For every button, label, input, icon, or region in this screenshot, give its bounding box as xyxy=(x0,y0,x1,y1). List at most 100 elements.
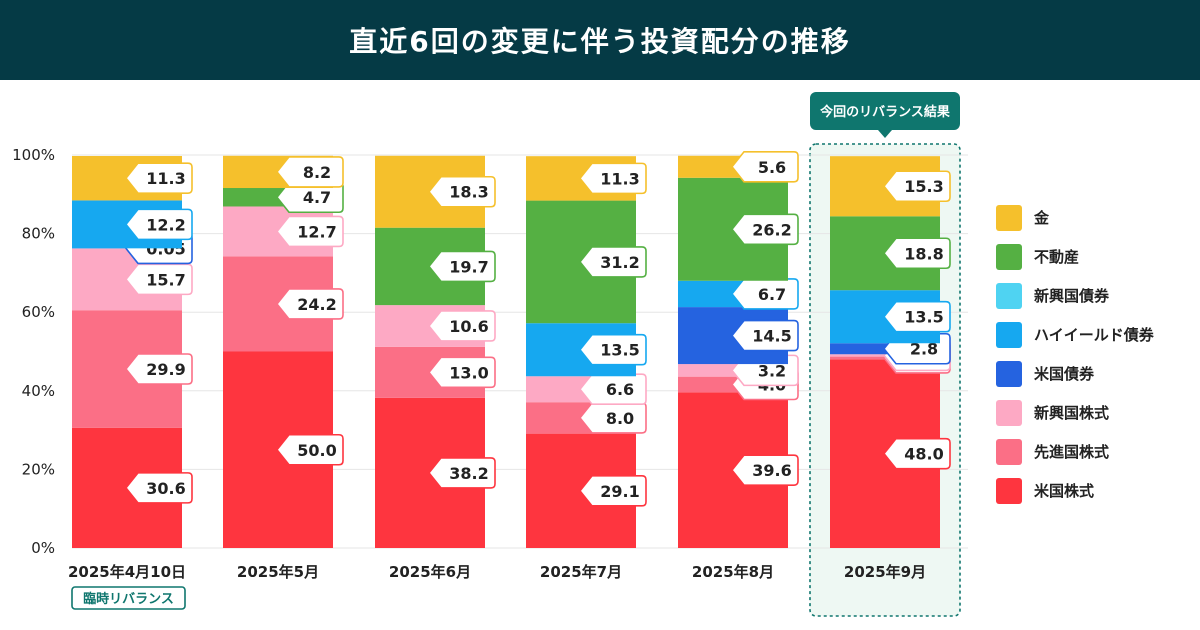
data-label-tag xyxy=(427,310,496,342)
data-label-tag xyxy=(124,472,193,504)
badge-text: 臨時リバランス xyxy=(83,591,174,607)
data-label-text: 38.2 xyxy=(449,464,488,483)
data-label-tag xyxy=(882,170,951,203)
callout-box xyxy=(810,92,960,130)
data-label-tag xyxy=(124,353,193,385)
data-label-text: 15.7 xyxy=(146,270,185,289)
data-label: 26.2 xyxy=(730,213,799,246)
data-label-tag xyxy=(427,457,496,489)
data-label-text: 18.3 xyxy=(449,183,488,202)
data-label: 8.0 xyxy=(578,402,647,434)
data-label-text: 11.3 xyxy=(146,169,185,188)
data-label-tag xyxy=(275,156,344,188)
data-label: 6.7 xyxy=(730,278,799,310)
legend-label: 不動産 xyxy=(1034,248,1080,266)
data-label-text: 18.8 xyxy=(904,244,943,263)
data-label-text: 13.5 xyxy=(600,341,639,360)
data-label-tag xyxy=(578,162,647,195)
y-tick-label: 100% xyxy=(12,146,55,164)
data-label: 29.1 xyxy=(578,475,647,507)
callout-pointer xyxy=(878,130,892,138)
legend-swatch xyxy=(996,360,1022,387)
data-label-text: 15.3 xyxy=(904,177,943,196)
legend-label: 米国株式 xyxy=(1034,482,1095,500)
data-label-text: 13.5 xyxy=(904,308,943,327)
legend-label: 新興国債券 xyxy=(1034,287,1110,305)
data-label-text: 26.2 xyxy=(752,220,791,239)
legend-item: ハイイールド債券 xyxy=(996,315,1154,354)
data-label-tag xyxy=(882,437,951,470)
data-label-tag xyxy=(730,454,799,486)
callout-text: 今回のリバランス結果 xyxy=(819,104,950,120)
data-label-text: 6.6 xyxy=(606,380,634,399)
data-label-tag xyxy=(275,433,344,466)
data-label-text: 14.5 xyxy=(752,327,791,346)
legend-swatch xyxy=(996,204,1022,231)
y-tick-label: 20% xyxy=(22,460,55,478)
legend-swatch xyxy=(996,399,1022,426)
data-label-tag xyxy=(124,208,193,241)
legend-swatch xyxy=(996,438,1022,465)
data-label: 24.2 xyxy=(275,288,344,320)
data-label: 15.3 xyxy=(882,170,951,203)
data-label-text: 48.0 xyxy=(904,445,943,464)
legend-label: 金 xyxy=(1034,209,1050,227)
data-label: 18.8 xyxy=(882,237,951,270)
data-label-text: 10.6 xyxy=(449,317,488,336)
data-label-text: 8.2 xyxy=(303,163,331,182)
legend-label: 新興国株式 xyxy=(1034,404,1110,422)
data-label-tag xyxy=(882,237,951,270)
legend-item: 不動産 xyxy=(996,237,1154,276)
stacked-bar-chart: 0%20%40%60%80%100%30.629.915.70.0512.211… xyxy=(12,92,968,617)
data-label-text: 39.6 xyxy=(752,461,791,480)
x-tick-label: 2025年6月 xyxy=(389,563,471,581)
data-label-tag xyxy=(124,263,193,296)
data-label-text: 31.2 xyxy=(600,253,639,272)
data-label-text: 30.6 xyxy=(146,479,185,498)
data-label-tag xyxy=(578,373,647,406)
legend-item: 米国株式 xyxy=(996,471,1154,510)
data-label-tag xyxy=(882,300,951,333)
data-label-text: 8.0 xyxy=(606,409,634,428)
data-label-text: 12.7 xyxy=(297,222,336,241)
data-label-text: 24.2 xyxy=(297,295,336,314)
badge-box xyxy=(71,586,186,610)
data-label-tag xyxy=(275,215,344,248)
data-label: 5.6 xyxy=(730,150,799,183)
legend-item: 米国債券 xyxy=(996,354,1154,393)
legend-item: 金 xyxy=(996,198,1154,237)
legend-item: 新興国債券 xyxy=(996,276,1154,315)
legend-swatch xyxy=(996,321,1022,348)
data-label-tag xyxy=(427,175,496,208)
data-label: 14.5 xyxy=(730,319,799,352)
data-label: 31.2 xyxy=(578,246,647,278)
data-label: 6.6 xyxy=(578,373,647,406)
legend-swatch xyxy=(996,282,1022,309)
data-label: 12.7 xyxy=(275,215,344,248)
data-label-text: 6.7 xyxy=(758,285,786,304)
data-label-tag xyxy=(730,278,799,310)
y-tick-label: 60% xyxy=(22,303,55,321)
y-tick-label: 80% xyxy=(22,225,55,243)
data-label-text: 12.2 xyxy=(146,215,185,234)
data-label-text: 3.2 xyxy=(758,361,786,380)
data-label-tag xyxy=(730,319,799,352)
data-label: 18.3 xyxy=(427,175,496,208)
data-label: 13.5 xyxy=(882,300,951,333)
data-label-tag xyxy=(578,246,647,278)
x-tick-label: 2025年8月 xyxy=(692,563,774,581)
x-tick-label: 2025年7月 xyxy=(540,563,622,581)
data-label: 50.0 xyxy=(275,433,344,466)
data-label-tag xyxy=(578,475,647,507)
data-label-text: 50.0 xyxy=(297,441,336,460)
temp-rebalance-badge: 臨時リバランス xyxy=(71,586,186,610)
data-label: 29.9 xyxy=(124,353,193,385)
legend-swatch xyxy=(996,477,1022,504)
data-label-text: 13.0 xyxy=(449,363,488,382)
data-label-text: 29.9 xyxy=(146,360,185,379)
legend-item: 先進国株式 xyxy=(996,432,1154,471)
x-tick-label: 2025年4月10日 xyxy=(68,563,186,581)
legend: 金不動産新興国債券ハイイールド債券 米国債券新興国株式先進国株式米国株式 xyxy=(996,198,1154,510)
page-title: 直近6回の変更に伴う投資配分の推移 xyxy=(349,25,851,58)
data-label: 10.6 xyxy=(427,310,496,342)
